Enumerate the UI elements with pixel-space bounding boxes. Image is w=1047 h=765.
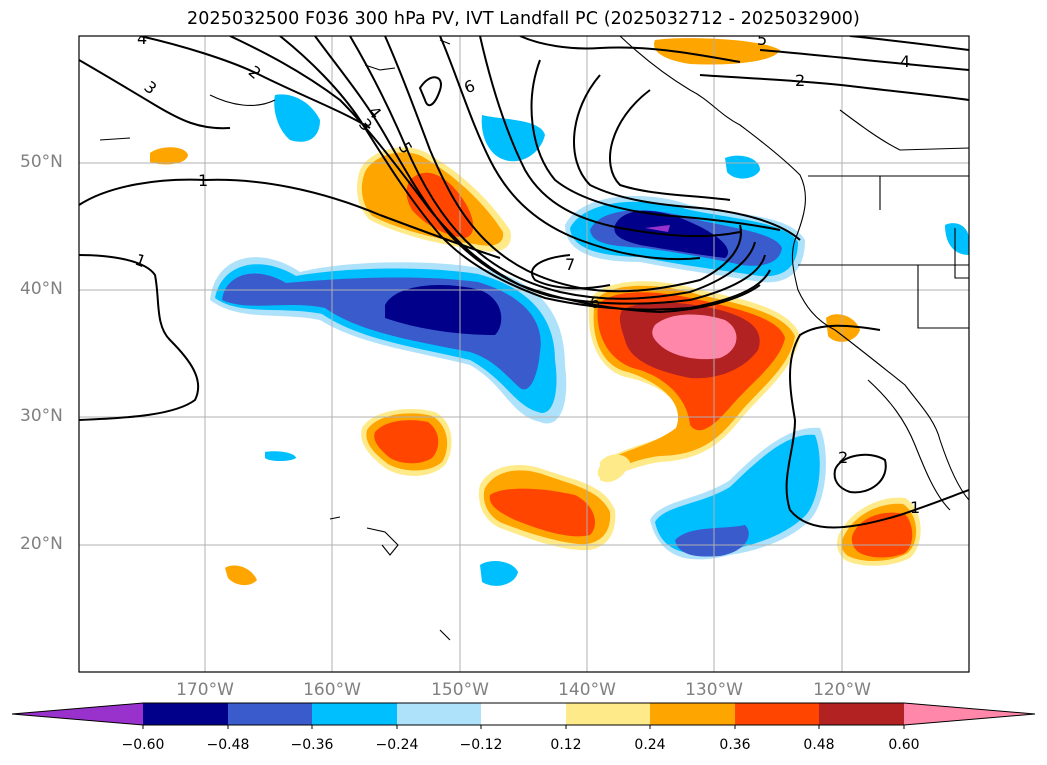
lat-label-20n: 20°N (20, 534, 63, 554)
lat-label-30n: 30°N (20, 406, 63, 426)
colorbar-extend-low (12, 703, 143, 725)
contour-label: 6 (590, 293, 600, 312)
positive-anomaly-small-4 (225, 565, 257, 586)
pv-contour-2-northeast (699, 74, 969, 101)
pv-contour-2-west (79, 59, 231, 130)
positive-anomaly-small-3 (826, 314, 860, 342)
negative-anomaly-small-5 (945, 223, 969, 255)
negative-anomaly-small-3 (725, 155, 760, 179)
colorbar-extend-high (904, 703, 1035, 725)
positive-anomaly-subtropic-3 (374, 420, 439, 464)
contour-label: 1 (198, 171, 208, 190)
coastlines (99, 36, 969, 641)
lon-label-160w: 160°W (303, 680, 361, 700)
colorbar-tick-label: 0.24 (634, 737, 666, 753)
contour-label: 4 (137, 29, 147, 48)
pv-contour-5 (314, 36, 766, 305)
pv-contour-inner-7 (531, 254, 611, 290)
pv-contour-2-east (833, 453, 887, 494)
lon-label-140w: 140°W (558, 680, 616, 700)
map-frame (78, 35, 970, 673)
contour-label: 3 (140, 77, 160, 98)
contour-label: 2 (245, 62, 265, 83)
negative-anomaly-small-4 (480, 560, 518, 586)
contour-label: 6 (462, 76, 478, 97)
contour-label: 4 (900, 52, 910, 71)
contour-label: 2 (838, 448, 848, 467)
pv-contour-ridge-1 (439, 36, 701, 261)
positive-anomaly-east-max (652, 314, 737, 360)
pv-contour-1-north (79, 178, 501, 259)
lon-label-120w: 120°W (813, 680, 871, 700)
colorbar-tick-label: 0.12 (550, 737, 582, 753)
graticule (79, 36, 969, 672)
colorbar-tick-label: −0.12 (459, 737, 503, 753)
pv-contour-ridge-6 (519, 36, 741, 63)
pv-contour-ridge-2 (479, 36, 741, 238)
pv-contours (79, 36, 969, 529)
pv-contour-1-east (785, 324, 969, 529)
colorbar-tick-label: −0.36 (290, 737, 334, 753)
pv-contour-4-northeast (759, 49, 969, 71)
negative-anomaly-small-6 (265, 451, 296, 461)
figure-title: 2025032500 F036 300 hPa PV, IVT Landfall… (187, 9, 860, 29)
positive-anomaly-small-2 (654, 38, 780, 65)
pv-contour-ridge-5 (609, 89, 731, 201)
colorbar (11, 702, 1036, 729)
pv-contour-4-top (849, 36, 969, 51)
colorbar-tick-label: 0.48 (803, 737, 835, 753)
colorbar-tick-label: −0.24 (375, 737, 419, 753)
colorbar-tick-label: 0.36 (719, 737, 751, 753)
pv-contour-4 (279, 36, 771, 311)
contour-label: 2 (795, 71, 805, 90)
pv-contour-ridge-3 (530, 59, 781, 231)
positive-anomaly-north-3 (406, 172, 474, 238)
colorbar-tick-label: −0.60 (121, 737, 165, 753)
ivt-pc-shading (150, 38, 969, 586)
pv-contour-ridge-4 (573, 74, 801, 241)
colorbar-tick-label: 0.60 (888, 737, 920, 753)
lon-label-170w: 170°W (176, 680, 234, 700)
pv-contour-6 (349, 36, 756, 300)
lat-label-50n: 50°N (20, 152, 63, 172)
pv-contour-3 (229, 36, 761, 314)
positive-anomaly-south-central-3 (489, 488, 595, 537)
lon-label-150w: 150°W (431, 680, 489, 700)
lat-label-40n: 40°N (20, 279, 63, 299)
pv-contour-3-west (139, 36, 371, 129)
colorbar-tick-label: −0.48 (206, 737, 250, 753)
negative-anomaly-northeast-min (645, 225, 670, 232)
positive-anomaly-small-1 (150, 147, 188, 165)
negative-anomaly-central-core (385, 285, 502, 335)
contour-label: 5 (757, 30, 767, 49)
contour-label: 1 (910, 498, 920, 517)
negative-anomaly-small-2 (274, 94, 320, 142)
lon-label-130w: 130°W (685, 680, 743, 700)
negative-anomaly-southeast-2 (655, 434, 820, 554)
pv-contour-1-west (79, 254, 200, 421)
negative-anomaly-southeast-3 (675, 525, 749, 557)
pv-contour-cutoff (418, 76, 442, 107)
pv-contour-7 (384, 36, 742, 293)
positive-anomaly-small-5 (600, 454, 630, 482)
negative-anomaly-small-1 (481, 115, 545, 162)
contour-label: 7 (565, 255, 575, 274)
